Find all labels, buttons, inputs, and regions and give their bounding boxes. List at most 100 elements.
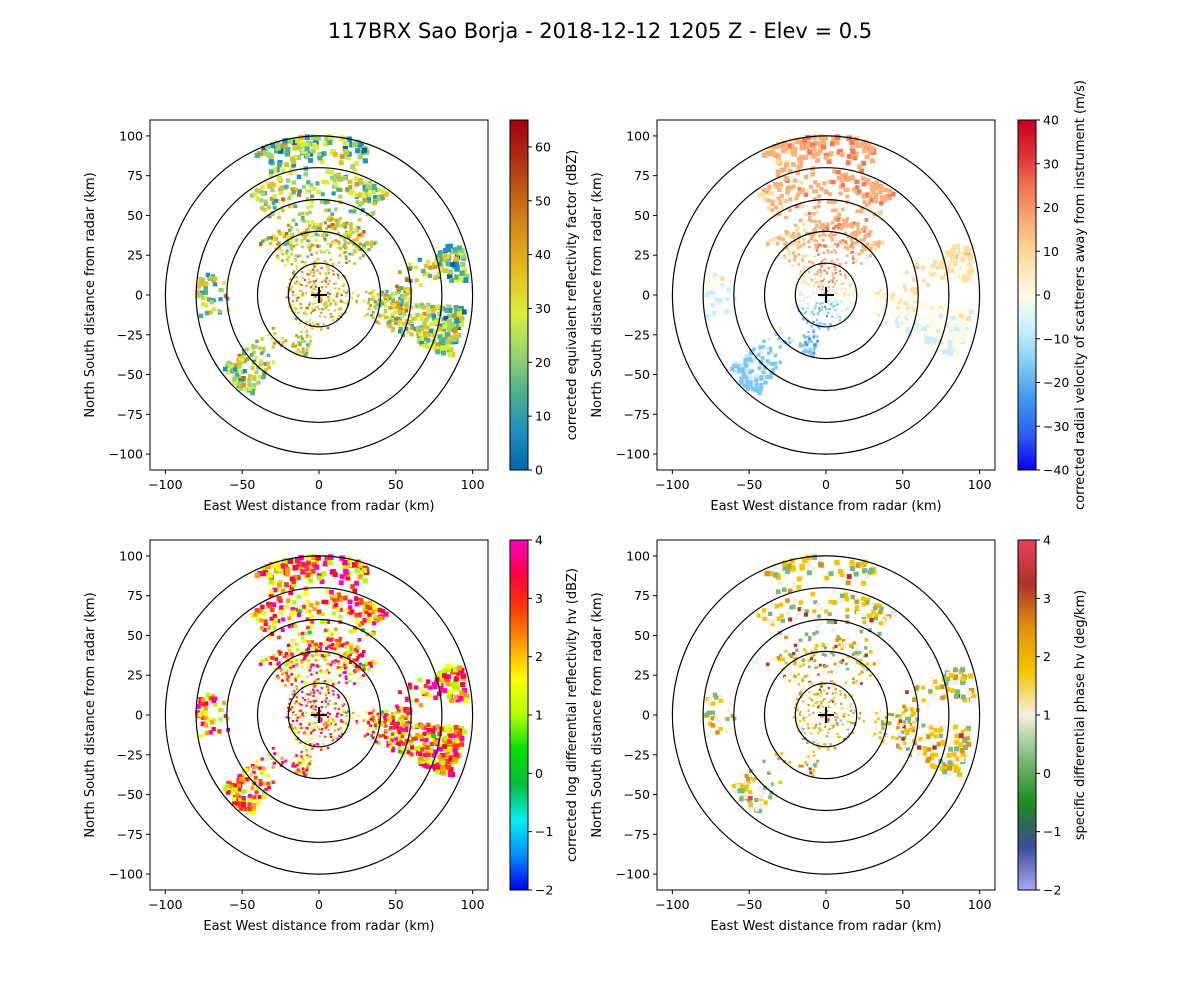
echo-cell [303,773,307,777]
echo-cell [829,302,832,306]
echo-cell [868,567,875,573]
echo-cell [257,795,262,800]
echo-cell [332,598,337,603]
echo-cell [361,147,368,153]
echo-cell [393,303,397,307]
echo-cell [286,242,289,246]
echo-cell [258,782,263,787]
echo-cell [351,672,354,676]
echo-cell [342,560,348,566]
echo-cell [404,738,409,743]
echo-cell [812,740,815,743]
echo-cell [801,259,804,263]
x-axis-label: East West distance from radar (km) [710,499,941,514]
echo-cell [343,709,346,712]
echo-cell [334,638,339,643]
echo-cell [292,244,296,248]
echo-cell [309,183,314,188]
echo-cell [763,365,767,370]
echo-cell [380,293,384,297]
echo-cell [397,716,402,721]
echo-cell [310,311,313,314]
echo-cell [333,207,338,212]
echo-cell [786,651,790,655]
echo-cell [288,716,291,720]
echo-cell [334,239,338,243]
echo-cell [363,734,367,738]
echo-cell [367,619,372,624]
echo-cell [817,148,823,154]
echo-cell [797,252,801,256]
echo-cell [813,227,818,231]
echo-cell [323,657,327,661]
echo-cell [765,618,771,623]
echo-cell [413,736,418,741]
echo-cell [318,224,322,228]
echo-cell [943,274,948,279]
echo-cell [400,734,405,739]
echo-cell [456,731,462,737]
echo-cell [768,191,773,197]
echo-cell [311,711,314,714]
echo-cell [830,599,836,605]
echo-cell [860,249,863,252]
echo-cell [962,277,968,283]
echo-cell [292,574,298,580]
echo-cell [414,303,419,308]
echo-cell [270,143,277,149]
echo-cell [343,176,348,181]
echo-cell [825,224,829,228]
echo-cell [836,245,839,249]
echo-cell [804,731,807,734]
echo-cell [423,683,429,689]
echo-cell [397,296,402,301]
echo-cell [801,713,804,716]
echo-cell [445,664,451,670]
echo-cell [312,707,315,710]
echo-cell [774,214,779,219]
echo-cell [293,607,298,612]
echo-cell [270,182,275,187]
echo-cell [279,185,284,190]
echo-cell [816,204,821,209]
echo-cell [336,607,341,612]
echo-cell [791,671,795,675]
echo-cell [312,694,315,697]
echo-cell [859,242,863,246]
echo-cell [850,283,853,286]
echo-cell [784,162,789,168]
echo-cell [310,732,313,736]
echo-cell [384,729,388,733]
echo-cell [445,759,451,765]
echo-cell [874,612,879,617]
echo-cell [285,678,289,681]
echo-cell [300,289,303,292]
echo-cell [325,277,328,280]
echo-cell [362,247,366,251]
echo-cell [836,258,839,261]
echo-cell [391,715,395,719]
echo-cell [285,147,291,153]
echo-cell [247,377,252,383]
echo-cell [897,314,902,318]
echo-cell [447,771,453,777]
echo-cell [247,382,252,387]
echo-cell [426,722,431,728]
echo-cell [834,691,837,694]
echo-cell [219,288,224,293]
echo-cell [846,728,850,731]
echo-cell [305,351,309,355]
echo-cell [879,241,883,246]
echo-cell [792,598,798,603]
echo-cell [419,761,424,767]
echo-cell [835,713,838,716]
echo-cell [877,660,881,664]
echo-cell [357,638,362,642]
echo-cell [271,345,275,349]
echo-cell [950,315,956,321]
echo-cell [802,242,806,246]
echo-cell [902,284,906,288]
echo-cell [325,226,329,230]
echo-cell [267,236,271,240]
echo-cell [810,279,813,282]
